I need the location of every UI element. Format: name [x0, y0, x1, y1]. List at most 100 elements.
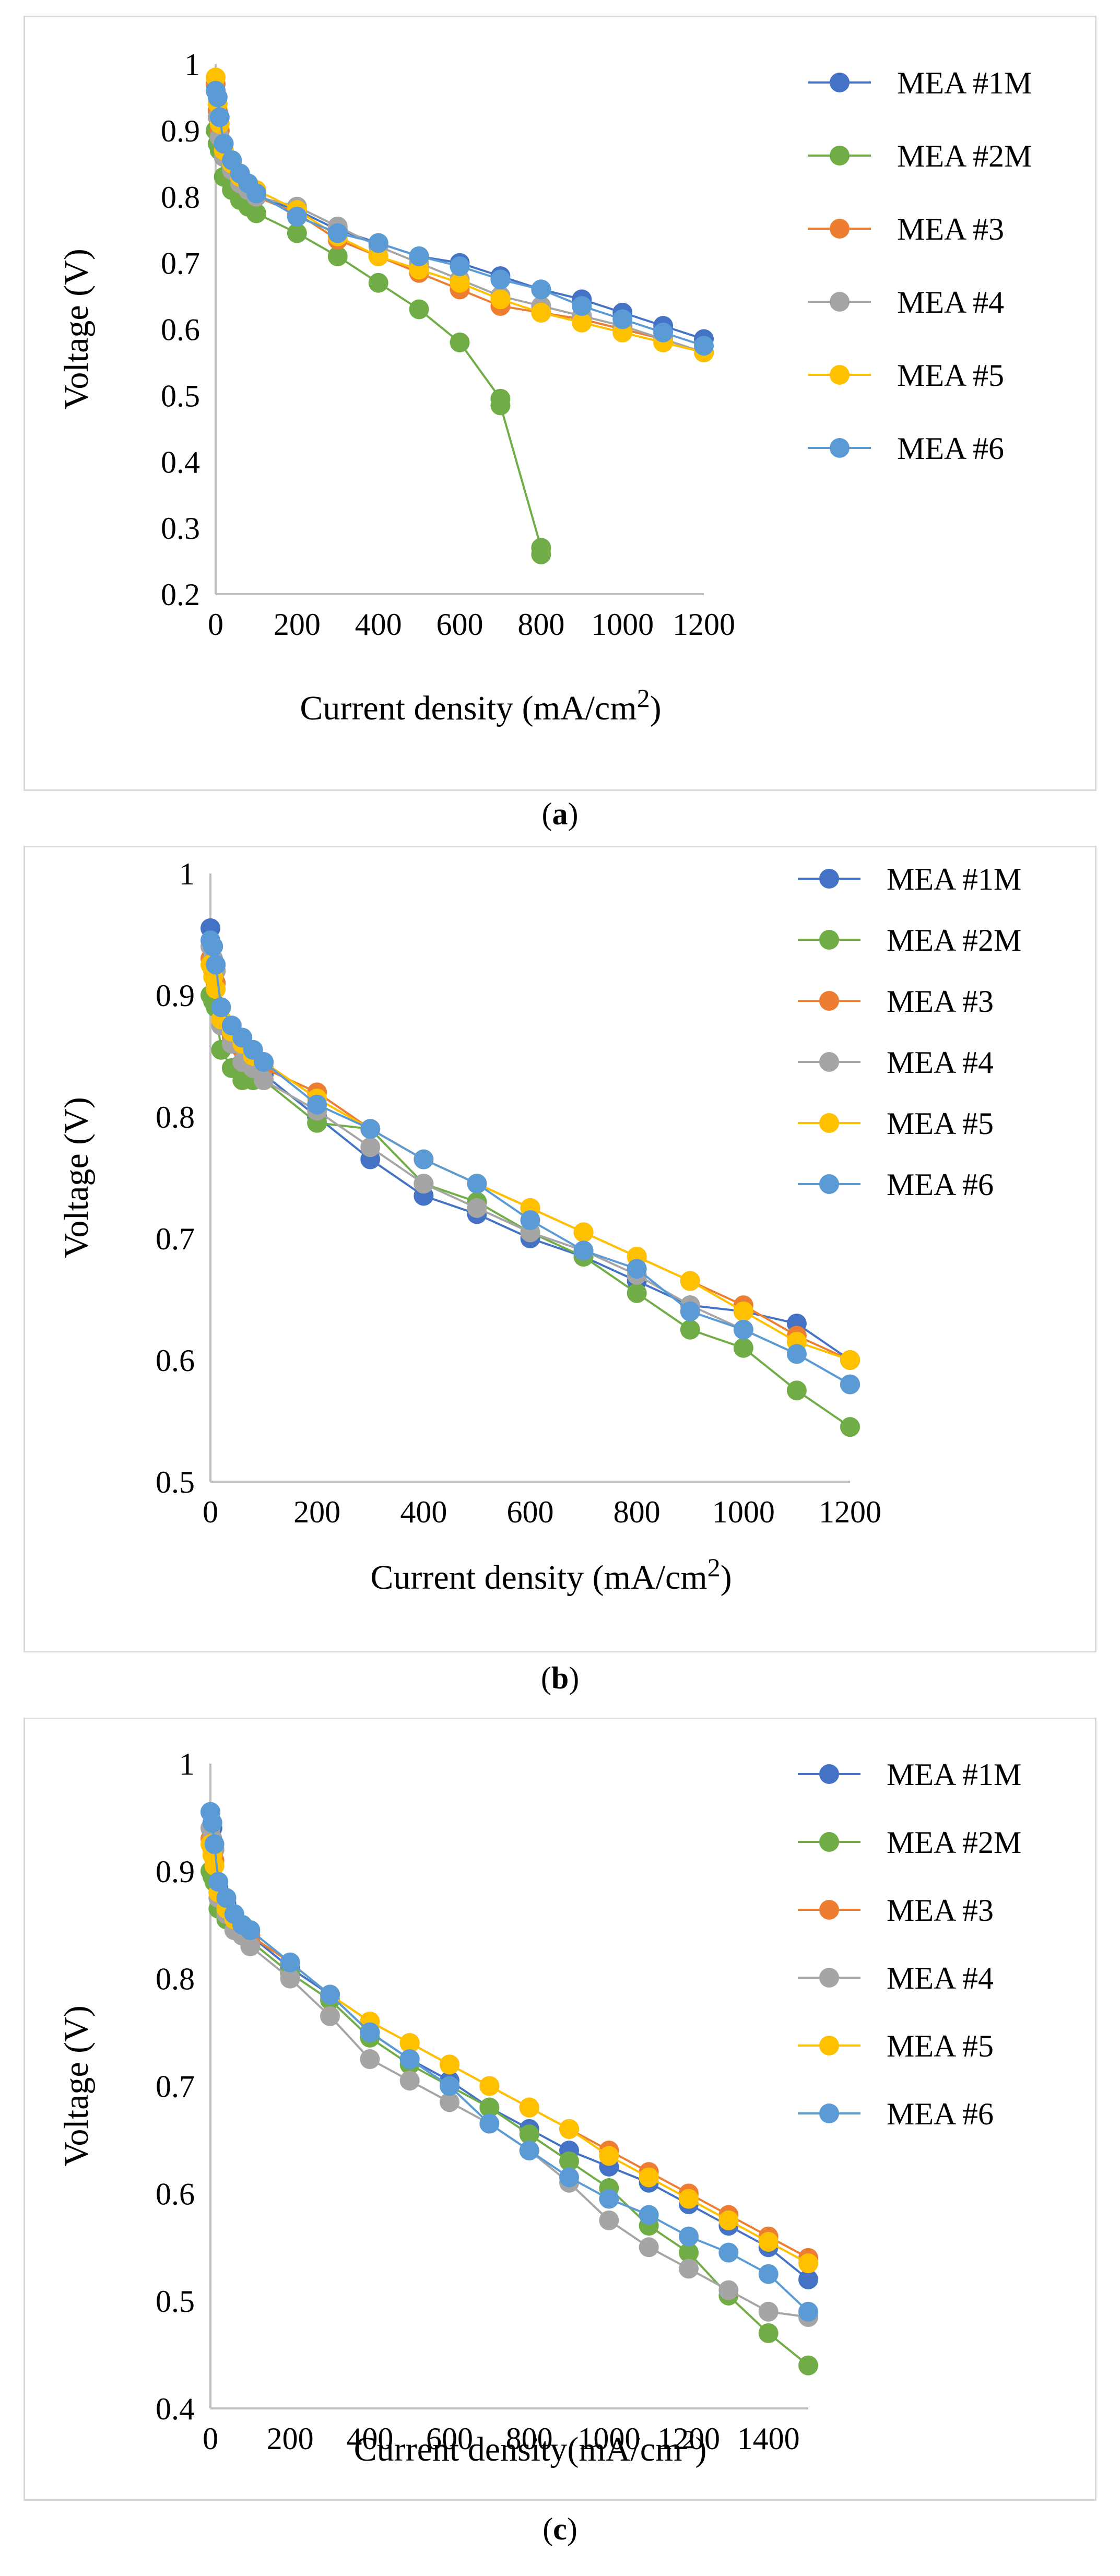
chart-c-x-tick-label: 400: [346, 2421, 393, 2456]
caption-c: (c): [543, 2512, 577, 2546]
chart-c-series-1-point: [519, 2124, 539, 2145]
chart-c-series-3-point: [320, 2006, 340, 2026]
chart-b-y-tick-label: 0.7: [156, 1222, 195, 1256]
chart-c-legend-item-4: MEA #5: [798, 2029, 994, 2063]
chart-c-series-5-point: [280, 1952, 300, 1972]
chart-c-y-tick-label: 1: [179, 1747, 195, 1781]
chart-b-series-5: [201, 930, 860, 1395]
chart-c-series-4-point: [399, 2033, 420, 2053]
chart-c-x-tick-label: 1400: [737, 2421, 800, 2456]
chart-b-series-1-point: [627, 1283, 647, 1303]
chart-c-x-tick-label: 800: [506, 2421, 553, 2456]
chart-b-x-axis-title: Current density (mA/cm2): [370, 1553, 732, 1597]
chart-b-x-tick-label: 1200: [819, 1495, 881, 1529]
chart-c-y-tick-label: 0.6: [156, 2177, 195, 2211]
chart-a-series-5-point: [368, 233, 388, 253]
chart-c-y-tick-label: 0.8: [156, 1962, 195, 1996]
chart-b-legend-item-3: MEA #4: [798, 1045, 994, 1080]
chart-b-series-3-line: [209, 946, 851, 1386]
chart-b-series-5-point: [203, 936, 223, 956]
chart-c-series-5-point: [559, 2167, 579, 2188]
chart-a-legend-marker: [830, 73, 850, 92]
chart-b-series-1-point: [786, 1380, 807, 1401]
chart-c-series-5-point: [519, 2141, 539, 2160]
chart-b-series-3-point: [360, 1137, 381, 1157]
chart-c-x-tick-label: 1000: [577, 2421, 640, 2456]
chart-b-x-tick-label: 800: [614, 1495, 661, 1529]
chart-a-series-5: [206, 80, 714, 356]
chart-c-legend-marker: [819, 1900, 839, 1920]
chart-a-x-axis-title-end: ): [650, 689, 662, 727]
chart-c-series-3-point: [280, 1968, 300, 1989]
chart-a-series-4-point: [531, 302, 551, 323]
chart-a-x-tick-label: 800: [517, 607, 564, 642]
chart-a-series-1-point: [490, 395, 511, 416]
chart-panel-b: 0.5 0.6 0.7 0.8 0.9 1 0 200 400 600 800 1000 1200 Vol…: [23, 846, 1097, 1652]
chart-a: 0.2 0.3 0.4 0.5 0.6 0.7 0.8 0.9 1 0 200 400 600 800 10…: [57, 48, 1032, 727]
caption-a: (a): [541, 797, 579, 831]
chart-a-legend-marker: [830, 219, 850, 239]
chart-a-series-5-point: [209, 107, 230, 127]
chart-a-legend-item-0: MEA #1M: [808, 66, 1032, 100]
chart-a-legend-marker: [830, 292, 850, 312]
chart-c-x-axis-title-sup: 2: [682, 2425, 695, 2454]
chart-b-series-4-point: [733, 1301, 753, 1321]
chart-b-legend-marker: [819, 991, 839, 1011]
chart-c-y-tick-label: 0.5: [156, 2284, 195, 2319]
chart-c-y-tick-label: 0.4: [156, 2392, 195, 2426]
chart-a-y-tick-label: 0.4: [161, 445, 200, 479]
chart-a-legend-marker: [830, 146, 850, 166]
chart-b-series-5-point: [467, 1174, 487, 1194]
chart-c-series-4-point: [519, 2097, 539, 2118]
chart-b-series-5-point: [786, 1344, 807, 1364]
chart-c-legend-marker: [819, 2036, 839, 2055]
chart-b-legend-item-1: MEA #2M: [798, 923, 1021, 958]
chart-c-series-3-point: [440, 2092, 459, 2112]
chart-b-series-4-point: [680, 1271, 700, 1291]
chart-b-series-5-point: [254, 1052, 274, 1072]
chart-c-series-4-point: [204, 1856, 225, 1876]
chart-b-legend-label: MEA #6: [887, 1167, 994, 1202]
chart-c-legend-marker: [819, 1832, 839, 1852]
chart-c-series-3-point: [599, 2210, 619, 2230]
chart-b-x-axis-title-main: Current density (mA/cm: [370, 1558, 707, 1597]
chart-c-series-5-line: [209, 1812, 809, 2313]
chart-a-x-tick-label: 0: [208, 607, 223, 642]
chart-c-series-5-point: [718, 2242, 739, 2263]
chart-c-series-4-point: [798, 2253, 818, 2274]
chart-a-series-2: [206, 74, 714, 362]
chart-c-series-5-point: [320, 1984, 340, 2005]
chart-a-legend-label: MEA #6: [897, 431, 1004, 466]
caption-b: (b): [540, 1661, 580, 1695]
chart-a-series-5-point: [572, 296, 592, 316]
chart-c-legend-marker: [819, 1968, 839, 1988]
chart-b-series-5-point: [360, 1119, 381, 1139]
chart-c-series-3-point: [758, 2301, 779, 2322]
chart-b-x-axis-title-end: ): [721, 1558, 732, 1597]
chart-c-legend-item-3: MEA #4: [798, 1961, 994, 1995]
chart-c-legend-item-0: MEA #1M: [798, 1757, 1021, 1792]
chart-c-x-axis-title-end: ): [695, 2430, 706, 2468]
chart-a-x-tick-label: 600: [437, 607, 484, 642]
chart-c-series-5-point: [440, 2076, 459, 2096]
chart-a-series-5-point: [214, 134, 234, 154]
chart-c-x-axis-title: Current density(mA/cm2): [354, 2425, 707, 2468]
chart-c-series-5-point: [216, 1888, 237, 1908]
chart-a-y-tick-label: 0.5: [161, 379, 200, 413]
chart-b-series-5-point: [414, 1149, 434, 1169]
chart-a-series-5-point: [531, 279, 551, 300]
chart-c-series-1-point: [798, 2355, 818, 2376]
chart-b-series-1-point: [733, 1338, 753, 1358]
chart-c-series-5: [201, 1802, 818, 2322]
chart-a-series-5-point: [490, 269, 511, 290]
chart-a-legend-item-3: MEA #4: [808, 285, 1004, 320]
chart-a-y-tick-label: 0.9: [161, 114, 200, 148]
chart-b-y-tick-label: 0.8: [156, 1100, 195, 1135]
chart-c-series-1-point: [679, 2242, 699, 2263]
chart-b-legend-label: MEA #3: [887, 984, 994, 1019]
chart-c-series-4-point: [758, 2231, 779, 2252]
caption-c-label: c: [553, 2512, 567, 2546]
chart-b-series-5-point: [307, 1094, 327, 1115]
chart-b-series-0-line: [209, 928, 851, 1361]
chart-b-legend-marker: [819, 1113, 839, 1133]
